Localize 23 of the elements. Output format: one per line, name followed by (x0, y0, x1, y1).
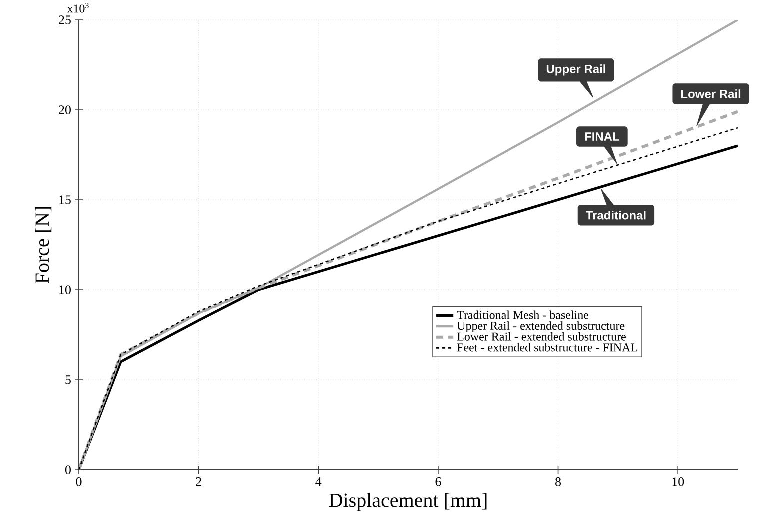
legend-label: Feet - extended substructure - FINAL (457, 343, 638, 352)
y-tick-label: 20 (59, 106, 71, 114)
y-tick-label: 0 (65, 466, 71, 474)
x-tick-label: 8 (556, 478, 562, 486)
y-tick-label: 25 (59, 16, 71, 24)
legend-label: Traditional Mesh - baseline (457, 310, 589, 320)
x-tick-label: 0 (76, 478, 82, 486)
x-tick-label: 4 (316, 478, 322, 486)
annotation: Lower Rail (682, 90, 741, 98)
legend-label: Upper Rail - extended substructure (457, 322, 625, 332)
annotation: Traditional (586, 210, 646, 220)
y-axis-title: Force [N] (35, 207, 52, 284)
x-tick-label: 6 (436, 478, 442, 486)
y-tick-label: 15 (60, 196, 71, 204)
y-tick-label: 5 (66, 376, 71, 384)
y-tick-label: 10 (60, 286, 71, 294)
annotation: Upper Rail (546, 64, 606, 76)
x-tick-label: 2 (196, 478, 202, 486)
text: x10$^{3}$ (67, 3, 89, 13)
legend-label: Lower Rail - extended substructure (457, 332, 626, 341)
annotation: FINAL (585, 132, 620, 141)
x-tick-label: 10 (672, 478, 684, 486)
x-axis-title: Displacement [mm] (329, 493, 487, 512)
